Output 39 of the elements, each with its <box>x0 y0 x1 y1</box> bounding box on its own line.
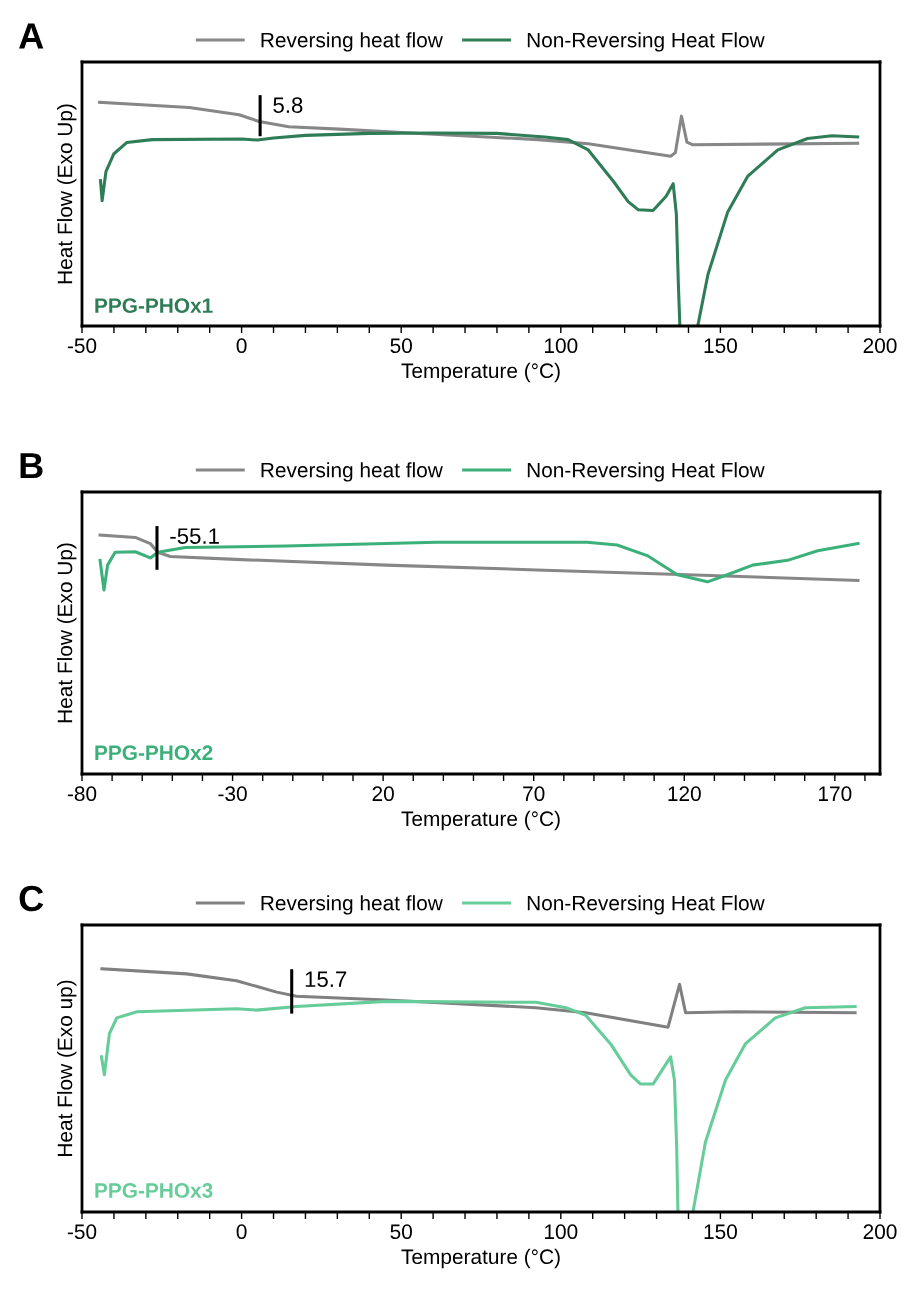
x-tick-label: 150 <box>704 1224 737 1240</box>
x-tick-label: 170 <box>819 786 852 802</box>
annotation: 15.7 <box>305 971 347 988</box>
chart-title: C <box>19 885 44 912</box>
x-tick-label: 0 <box>236 338 247 354</box>
legend-label: Non-Reversing Heat Flow <box>527 32 765 52</box>
annotation: PPG-PHOx1 <box>95 298 213 314</box>
x-axis-title: Temperature (°C) <box>401 1248 560 1269</box>
x-tick-label: 100 <box>545 338 578 354</box>
legend-label: Non-Reversing Heat Flow <box>527 895 765 915</box>
y-axis-title: Heat Flow (Exo Up) <box>57 104 77 284</box>
x-tick-label: 20 <box>372 786 394 802</box>
x-axis-title: Temperature (°C) <box>401 810 560 831</box>
legend-label: Non-Reversing Heat Flow <box>527 462 765 482</box>
chart-title: A <box>19 23 44 49</box>
x-tick-label: -50 <box>67 1224 97 1240</box>
x-axis-title: Temperature (°C) <box>401 362 560 383</box>
legend-label: Reversing heat flow <box>261 32 443 52</box>
x-tick-label: 50 <box>390 1224 412 1240</box>
y-axis-title: Heat Flow (Exo up) <box>57 980 77 1156</box>
x-tick-label: 0 <box>236 1224 247 1240</box>
x-tick-label: 150 <box>704 338 737 354</box>
chart-title: B <box>20 453 43 479</box>
legend-label: Reversing heat flow <box>261 895 443 915</box>
x-tick-label: 70 <box>523 786 545 802</box>
annotation: PPG-PHOx2 <box>95 745 213 761</box>
x-tick-label: -30 <box>218 786 247 802</box>
annotation: -55.1 <box>170 528 219 544</box>
x-tick-label: -80 <box>67 786 97 802</box>
x-tick-label: -50 <box>67 338 97 354</box>
x-tick-label: 200 <box>863 1224 897 1240</box>
x-tick-label: 50 <box>390 338 412 354</box>
x-tick-label: 200 <box>863 338 897 354</box>
annotation: 5.8 <box>273 97 303 113</box>
x-tick-label: 100 <box>545 1224 578 1240</box>
x-tick-label: 120 <box>668 786 701 802</box>
y-axis-title: Heat Flow (Exo Up) <box>57 543 77 723</box>
annotation: PPG-PHOx3 <box>95 1183 213 1198</box>
legend-label: Reversing heat flow <box>261 462 443 482</box>
